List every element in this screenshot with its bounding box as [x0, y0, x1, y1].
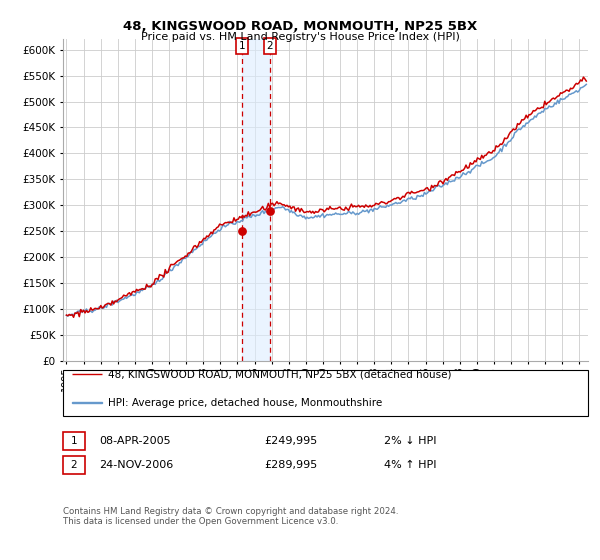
Text: 2% ↓ HPI: 2% ↓ HPI	[384, 436, 437, 446]
Text: 48, KINGSWOOD ROAD, MONMOUTH, NP25 5BX (detached house): 48, KINGSWOOD ROAD, MONMOUTH, NP25 5BX (…	[108, 369, 452, 379]
Text: 2: 2	[266, 41, 273, 51]
Text: 1: 1	[239, 41, 245, 51]
Text: £289,995: £289,995	[264, 460, 317, 470]
Text: 24-NOV-2006: 24-NOV-2006	[100, 460, 174, 470]
Text: Price paid vs. HM Land Registry's House Price Index (HPI): Price paid vs. HM Land Registry's House …	[140, 32, 460, 42]
Text: 1: 1	[70, 436, 77, 446]
Text: Contains HM Land Registry data © Crown copyright and database right 2024.
This d: Contains HM Land Registry data © Crown c…	[63, 507, 398, 526]
Point	[237, 227, 247, 236]
Text: 4% ↑ HPI: 4% ↑ HPI	[384, 460, 437, 470]
Text: 48, KINGSWOOD ROAD, MONMOUTH, NP25 5BX: 48, KINGSWOOD ROAD, MONMOUTH, NP25 5BX	[123, 20, 477, 32]
Text: £249,995: £249,995	[264, 436, 317, 446]
Point	[265, 206, 275, 215]
Text: HPI: Average price, detached house, Monmouthshire: HPI: Average price, detached house, Monm…	[108, 398, 382, 408]
Text: 08-APR-2005: 08-APR-2005	[100, 436, 171, 446]
Text: 2: 2	[70, 460, 77, 470]
Bar	[242, 39, 270, 361]
